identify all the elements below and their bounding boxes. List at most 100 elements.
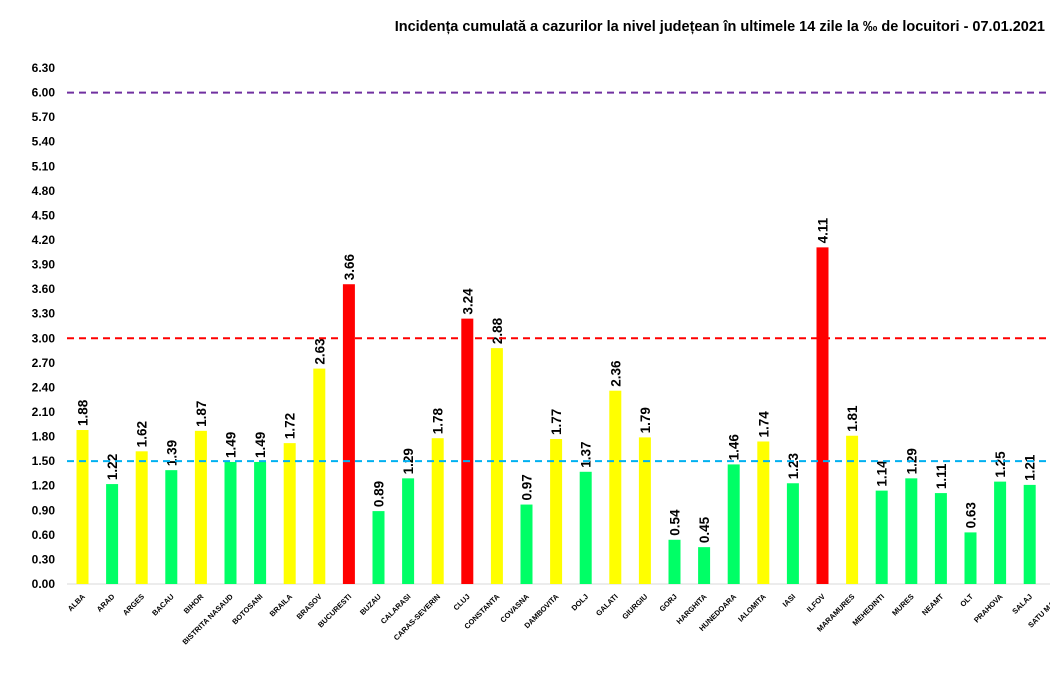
- x-tick-label: BUZAU: [358, 592, 383, 617]
- y-tick-label: 1.80: [32, 430, 56, 444]
- y-tick-label: 5.10: [32, 159, 56, 173]
- bar: [372, 511, 385, 584]
- y-tick-label: 3.30: [32, 307, 56, 321]
- bar: [668, 539, 681, 584]
- data-label: 1.88: [76, 399, 91, 426]
- y-tick-label: 0.00: [32, 577, 56, 591]
- x-tick-label: CLUJ: [451, 592, 471, 612]
- data-label: 1.46: [727, 434, 742, 461]
- y-tick-label: 6.00: [32, 86, 56, 100]
- data-label: 1.74: [756, 411, 771, 438]
- x-tick-label: NEAMT: [920, 592, 946, 618]
- x-tick-label: ARGES: [121, 592, 146, 617]
- data-label: 0.45: [697, 516, 712, 543]
- data-label: 1.21: [1023, 454, 1038, 481]
- bar: [254, 461, 267, 584]
- data-label: 1.72: [283, 413, 298, 439]
- bar: [313, 368, 326, 584]
- x-tick-label: MURES: [890, 592, 916, 618]
- bar: [757, 441, 770, 584]
- data-label: 1.79: [638, 407, 653, 433]
- bar: [76, 430, 89, 584]
- chart-title: Incidența cumulată a cazurilor la nivel …: [394, 19, 1045, 35]
- data-label: 0.54: [668, 509, 683, 536]
- bar: [579, 471, 592, 584]
- x-tick-label: GIURGIU: [620, 592, 649, 621]
- data-label: 1.37: [579, 442, 594, 468]
- data-label: 1.87: [194, 401, 209, 427]
- y-tick-label: 2.70: [32, 356, 56, 370]
- bar: [431, 438, 444, 584]
- data-label: 1.77: [549, 409, 564, 435]
- data-label: 2.88: [490, 317, 505, 344]
- bar: [698, 547, 711, 584]
- data-label: 3.24: [460, 288, 475, 315]
- x-tick-label: ILFOV: [805, 592, 827, 614]
- x-tick-label: GALATI: [594, 592, 620, 618]
- data-label: 2.63: [312, 338, 327, 365]
- x-tick-label: BACAU: [150, 592, 176, 618]
- bar: [994, 481, 1007, 584]
- bar: [846, 435, 859, 584]
- data-label: 1.23: [786, 452, 801, 479]
- x-tick-label: ARAD: [95, 592, 117, 614]
- bar: [402, 478, 415, 584]
- x-tick-label: BISTRITA NASAUD: [181, 592, 236, 647]
- y-tick-label: 5.70: [32, 110, 56, 124]
- x-tick-label: DOLJ: [570, 592, 591, 613]
- bar: [490, 348, 503, 584]
- bar: [934, 493, 947, 584]
- y-tick-label: 3.60: [32, 282, 56, 296]
- bar: [194, 430, 207, 584]
- data-label: 1.39: [164, 440, 179, 466]
- bar: [224, 461, 237, 584]
- x-tick-label: OLT: [958, 592, 975, 609]
- x-tick-label: BOTOSANI: [230, 592, 264, 626]
- y-tick-label: 0.90: [32, 503, 56, 517]
- data-label: 0.63: [964, 502, 979, 529]
- bar: [609, 390, 622, 584]
- bar: [550, 439, 563, 584]
- y-tick-label: 4.50: [32, 208, 56, 222]
- data-label: 3.66: [342, 253, 357, 280]
- y-tick-label: 5.40: [32, 135, 56, 149]
- y-tick-label: 4.80: [32, 184, 56, 198]
- data-label: 1.78: [431, 407, 446, 434]
- bar: [875, 490, 888, 584]
- x-tick-label: PRAHOVA: [972, 592, 1005, 625]
- bar: [1023, 484, 1036, 584]
- data-label: 1.81: [845, 405, 860, 432]
- data-label: 1.25: [993, 451, 1008, 478]
- bar: [165, 470, 178, 584]
- bar: [520, 504, 533, 584]
- x-tick-label: BRAILA: [268, 592, 295, 619]
- y-tick-label: 1.50: [32, 454, 56, 468]
- bar: [135, 451, 148, 584]
- bar: [283, 443, 296, 584]
- y-tick-label: 2.10: [32, 405, 56, 419]
- data-label: 1.49: [253, 432, 268, 458]
- data-label: 1.11: [934, 463, 949, 489]
- data-label: 1.49: [224, 432, 239, 458]
- x-tick-label: MEHEDINTI: [851, 592, 887, 628]
- bar: [342, 284, 355, 584]
- bar: [816, 247, 829, 584]
- bar: [461, 318, 474, 584]
- bar: [964, 532, 977, 584]
- y-tick-label: 3.00: [32, 331, 56, 345]
- bar: [786, 483, 799, 584]
- bar: [106, 484, 119, 584]
- y-tick-label: 3.90: [32, 258, 56, 272]
- data-label: 1.62: [135, 421, 150, 447]
- x-tick-label: GORJ: [658, 592, 679, 613]
- y-tick-label: 2.40: [32, 380, 56, 394]
- data-label: 4.11: [816, 217, 831, 243]
- data-label: 0.89: [372, 481, 387, 507]
- x-tick-label: BIHOR: [182, 592, 206, 616]
- data-label: 2.36: [608, 360, 623, 387]
- x-tick-label: IASI: [781, 592, 798, 609]
- x-tick-label: ALBA: [66, 592, 88, 614]
- bar: [905, 478, 918, 584]
- y-tick-label: 1.20: [32, 479, 56, 493]
